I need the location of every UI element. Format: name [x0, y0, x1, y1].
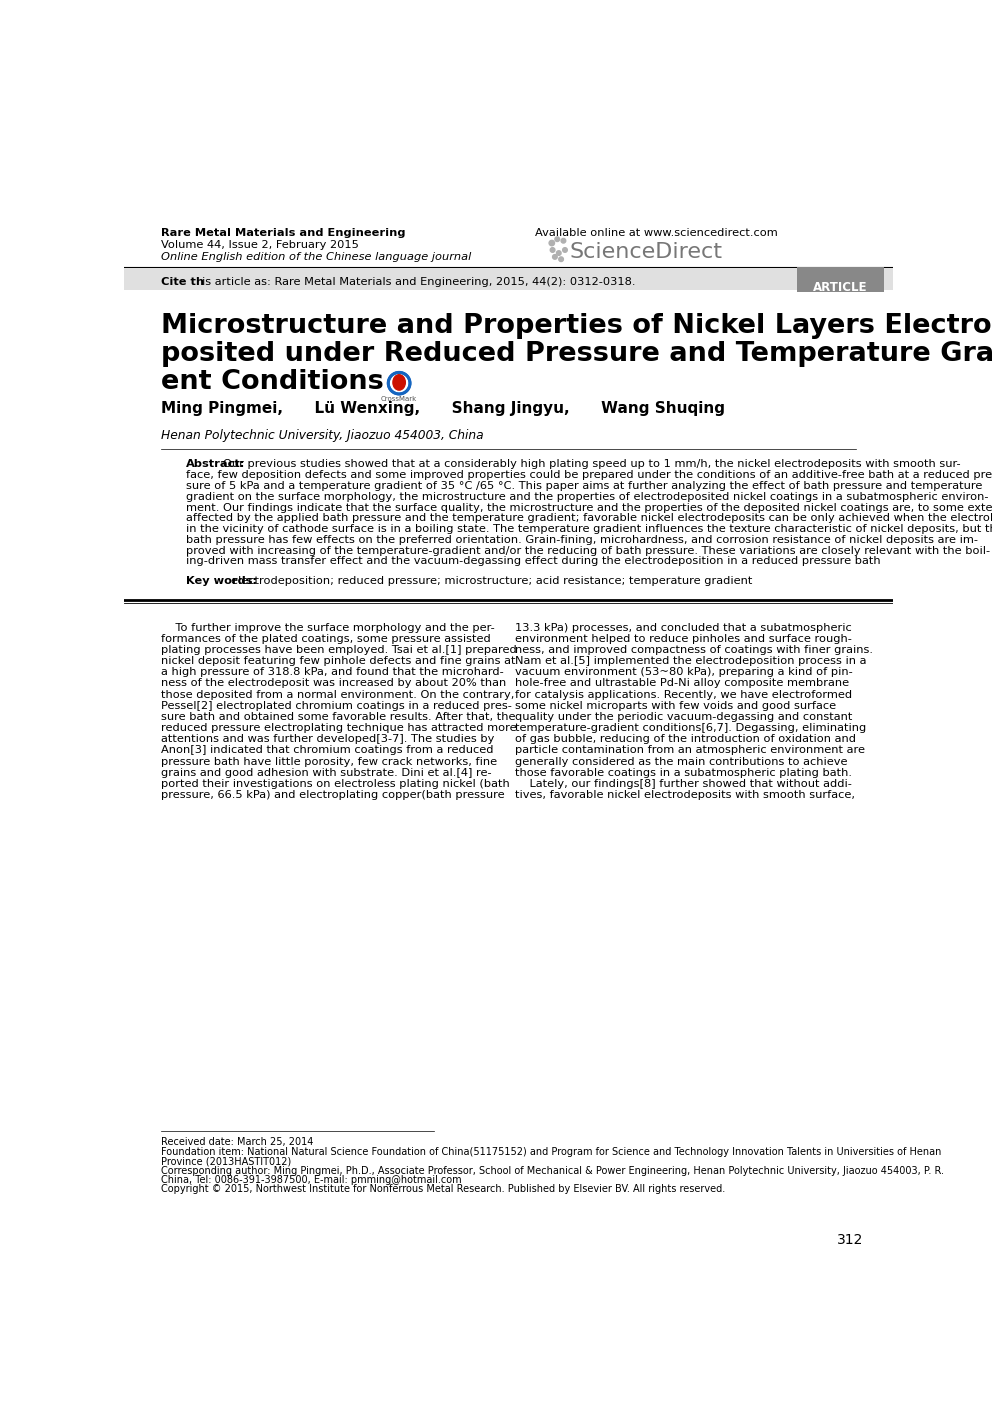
Text: particle contamination from an atmospheric environment are: particle contamination from an atmospher… — [515, 745, 865, 755]
Text: sure of 5 kPa and a temperature gradient of 35 °C /65 °C. This paper aims at fur: sure of 5 kPa and a temperature gradient… — [186, 481, 982, 491]
Circle shape — [561, 239, 565, 243]
Text: Rare Metal Materials and Engineering: Rare Metal Materials and Engineering — [161, 229, 406, 239]
Text: Foundation item: National Natural Science Foundation of China(51175152) and Prog: Foundation item: National Natural Scienc… — [161, 1148, 941, 1157]
Text: electrodeposition; reduced pressure; microstructure; acid resistance; temperatur: electrodeposition; reduced pressure; mic… — [231, 577, 752, 586]
Text: Our previous studies showed that at a considerably high plating speed up to 1 mm: Our previous studies showed that at a co… — [223, 459, 961, 470]
Circle shape — [551, 248, 555, 253]
Text: of gas bubble, reducing of the introduction of oxidation and: of gas bubble, reducing of the introduct… — [515, 734, 855, 745]
Text: vacuum environment (53~80 kPa), preparing a kind of pin-: vacuum environment (53~80 kPa), preparin… — [515, 668, 852, 678]
Text: is article as: Rare Metal Materials and Engineering, 2015, 44(2): 0312-0318.: is article as: Rare Metal Materials and … — [201, 276, 635, 288]
Circle shape — [562, 248, 567, 253]
Text: those deposited from a normal environment. On the contrary,: those deposited from a normal environmen… — [161, 690, 515, 700]
Circle shape — [550, 240, 555, 246]
Circle shape — [555, 237, 559, 241]
Text: pressure, 66.5 kPa) and electroplating copper(bath pressure: pressure, 66.5 kPa) and electroplating c… — [161, 790, 505, 800]
Text: Copyright © 2015, Northwest Institute for Nonferrous Metal Research. Published b: Copyright © 2015, Northwest Institute fo… — [161, 1184, 725, 1194]
Circle shape — [558, 257, 563, 261]
Text: generally considered as the main contributions to achieve: generally considered as the main contrib… — [515, 756, 847, 766]
Text: To further improve the surface morphology and the per-: To further improve the surface morpholog… — [161, 623, 495, 633]
Text: Anon[3] indicated that chromium coatings from a reduced: Anon[3] indicated that chromium coatings… — [161, 745, 494, 755]
Text: Pessel[2] electroplated chromium coatings in a reduced pres-: Pessel[2] electroplated chromium coating… — [161, 702, 512, 711]
Text: Henan Polytechnic University, Jiaozuo 454003, China: Henan Polytechnic University, Jiaozuo 45… — [161, 429, 484, 442]
Text: Lately, our findings[8] further showed that without addi-: Lately, our findings[8] further showed t… — [515, 779, 851, 788]
Text: 13.3 kPa) processes, and concluded that a subatmospheric: 13.3 kPa) processes, and concluded that … — [515, 623, 851, 633]
Ellipse shape — [393, 375, 406, 390]
Text: Corresponding author: Ming Pingmei, Ph.D., Associate Professor, School of Mechan: Corresponding author: Ming Pingmei, Ph.D… — [161, 1166, 944, 1176]
Text: temperature-gradient conditions[6,7]. Degassing, eliminating: temperature-gradient conditions[6,7]. De… — [515, 723, 866, 734]
Text: ARTICLE: ARTICLE — [812, 281, 867, 293]
Text: grains and good adhesion with substrate. Dini et al.[4] re-: grains and good adhesion with substrate.… — [161, 767, 492, 777]
Text: formances of the plated coatings, some pressure assisted: formances of the plated coatings, some p… — [161, 634, 491, 644]
Text: quality under the periodic vacuum-degassing and constant: quality under the periodic vacuum-degass… — [515, 711, 852, 723]
Text: Abstract:: Abstract: — [186, 459, 245, 470]
Text: nickel deposit featuring few pinhole defects and fine grains at: nickel deposit featuring few pinhole def… — [161, 657, 516, 666]
Text: hole-free and ultrastable Pd-Ni alloy composite membrane: hole-free and ultrastable Pd-Ni alloy co… — [515, 679, 849, 689]
Text: China, Tel: 0086-391-3987500, E-mail: pmming@hotmail.com: China, Tel: 0086-391-3987500, E-mail: pm… — [161, 1174, 462, 1184]
Text: tives, favorable nickel electrodeposits with smooth surface,: tives, favorable nickel electrodeposits … — [515, 790, 854, 800]
Text: ness, and improved compactness of coatings with finer grains.: ness, and improved compactness of coatin… — [515, 645, 873, 655]
Text: in the vicinity of cathode surface is in a boiling state. The temperature gradie: in the vicinity of cathode surface is in… — [186, 525, 992, 535]
Text: Available online at www.sciencedirect.com: Available online at www.sciencedirect.co… — [535, 229, 778, 239]
Text: gradient on the surface morphology, the microstructure and the properties of ele: gradient on the surface morphology, the … — [186, 492, 988, 502]
Text: ported their investigations on electroless plating nickel (bath: ported their investigations on electrole… — [161, 779, 510, 788]
Text: sure bath and obtained some favorable results. After that, the: sure bath and obtained some favorable re… — [161, 711, 516, 723]
Circle shape — [557, 251, 561, 255]
Text: ness of the electrodeposit was increased by about 20% than: ness of the electrodeposit was increased… — [161, 679, 507, 689]
Text: ment. Our findings indicate that the surface quality, the microstructure and the: ment. Our findings indicate that the sur… — [186, 502, 992, 512]
Text: Key words:: Key words: — [186, 577, 257, 586]
Text: Received date: March 25, 2014: Received date: March 25, 2014 — [161, 1136, 313, 1148]
Text: 312: 312 — [837, 1233, 863, 1247]
Text: Online English edition of the Chinese language journal: Online English edition of the Chinese la… — [161, 251, 471, 261]
Text: CrossMark: CrossMark — [381, 396, 418, 401]
Text: environment helped to reduce pinholes and surface rough-: environment helped to reduce pinholes an… — [515, 634, 851, 644]
Text: reduced pressure electroplating technique has attracted more: reduced pressure electroplating techniqu… — [161, 723, 517, 734]
Text: some nickel microparts with few voids and good surface: some nickel microparts with few voids an… — [515, 702, 835, 711]
Text: Nam et al.[5] implemented the electrodeposition process in a: Nam et al.[5] implemented the electrodep… — [515, 657, 866, 666]
Text: those favorable coatings in a subatmospheric plating bath.: those favorable coatings in a subatmosph… — [515, 767, 851, 777]
Text: plating processes have been employed. Tsai et al.[1] prepared: plating processes have been employed. Ts… — [161, 645, 517, 655]
Text: a high pressure of 318.8 kPa, and found that the microhard-: a high pressure of 318.8 kPa, and found … — [161, 668, 504, 678]
Circle shape — [553, 254, 558, 260]
Text: for catalysis applications. Recently, we have electroformed: for catalysis applications. Recently, we… — [515, 690, 852, 700]
Text: affected by the applied bath pressure and the temperature gradient; favorable ni: affected by the applied bath pressure an… — [186, 513, 992, 523]
Text: Microstructure and Properties of Nickel Layers Electrode-: Microstructure and Properties of Nickel … — [161, 313, 992, 340]
Text: ent Conditions: ent Conditions — [161, 369, 384, 394]
Text: proved with increasing of the temperature-gradient and/or the reducing of bath p: proved with increasing of the temperatur… — [186, 546, 990, 556]
Text: ing-driven mass transfer effect and the vacuum-degassing effect during the elect: ing-driven mass transfer effect and the … — [186, 557, 881, 567]
Text: Province (2013HASTIT012): Province (2013HASTIT012) — [161, 1156, 292, 1166]
Bar — [124, 268, 893, 290]
Text: Volume 44, Issue 2, February 2015: Volume 44, Issue 2, February 2015 — [161, 240, 359, 250]
Text: posited under Reduced Pressure and Temperature Gradi-: posited under Reduced Pressure and Tempe… — [161, 341, 992, 366]
Text: face, few deposition defects and some improved properties could be prepared unde: face, few deposition defects and some im… — [186, 470, 992, 480]
Text: ScienceDirect: ScienceDirect — [569, 243, 722, 262]
Text: pressure bath have little porosity, few crack networks, fine: pressure bath have little porosity, few … — [161, 756, 497, 766]
Bar — [797, 267, 884, 292]
Text: bath pressure has few effects on the preferred orientation. Grain-fining, microh: bath pressure has few effects on the pre… — [186, 535, 978, 544]
Text: Ming Pingmei,      Lü Wenxing,      Shang Jingyu,      Wang Shuqing: Ming Pingmei, Lü Wenxing, Shang Jingyu, … — [161, 401, 725, 415]
Text: Cite th: Cite th — [161, 276, 204, 288]
Text: attentions and was further developed[3-7]. The studies by: attentions and was further developed[3-7… — [161, 734, 495, 745]
